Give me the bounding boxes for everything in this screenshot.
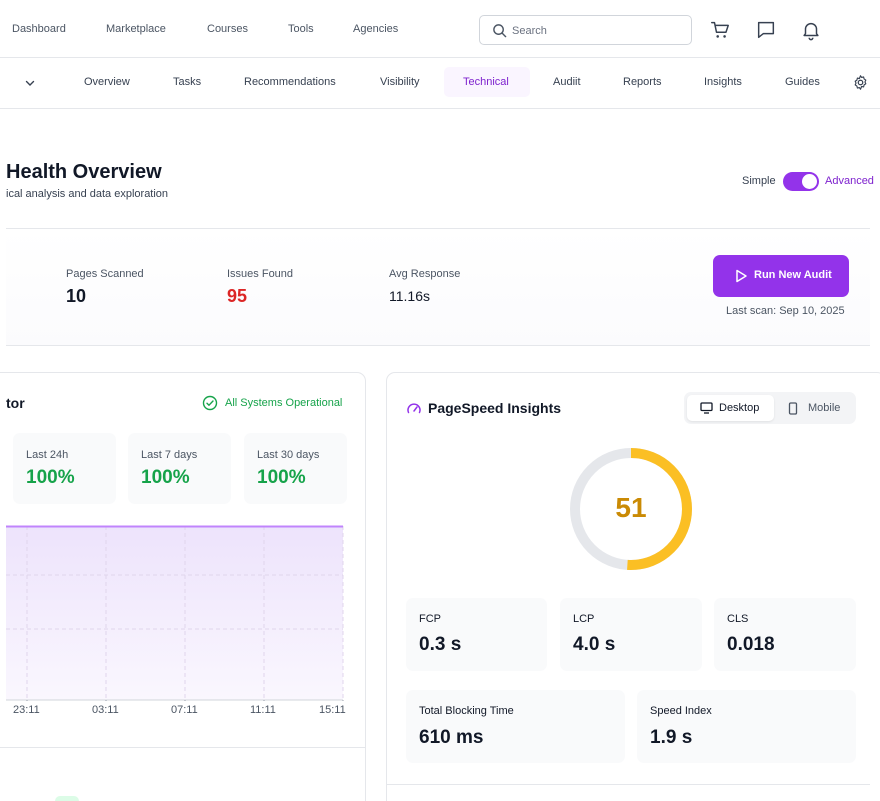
metric-total-blocking-time: Total Blocking Time 610 ms — [406, 690, 625, 763]
x-tick-label: 07:11 — [171, 704, 198, 716]
pages-scanned-value: 10 — [66, 286, 87, 306]
metric-cls: CLS 0.018 — [714, 598, 856, 671]
nav-link-tools[interactable]: Tools — [288, 23, 314, 35]
active-tab-highlight — [444, 67, 530, 97]
metric-label: Speed Index — [650, 705, 712, 717]
performance-score: 51 — [615, 492, 647, 523]
mobile-button[interactable]: Mobile — [776, 395, 854, 421]
metric-fcp: FCP 0.3 s — [406, 598, 547, 671]
tab-reports[interactable]: Reports — [623, 76, 662, 88]
monitor-icon — [700, 402, 713, 414]
check-circle-icon — [202, 395, 218, 411]
metric-value: 0.018 — [727, 634, 775, 655]
page-subtitle: ical analysis and data exploration — [6, 188, 169, 200]
metric-value: 4.0 s — [573, 634, 616, 655]
uptime-30d-label: Last 30 days — [257, 449, 320, 461]
run-new-audit-button[interactable]: Run New Audit — [713, 255, 849, 297]
phone-icon — [788, 402, 798, 415]
pages-scanned-label: Pages Scanned — [66, 268, 144, 280]
issues-found-value: 95 — [227, 286, 248, 306]
top-navigation: Dashboard Marketplace Courses Tools Agen… — [0, 0, 880, 58]
play-icon — [736, 269, 747, 283]
tab-visibility[interactable]: Visibility — [380, 76, 420, 88]
uptime-30d-card: Last 30 days 100% — [244, 433, 347, 504]
uptime-24h-value: 100% — [26, 467, 75, 488]
uptime-7d-label: Last 7 days — [141, 449, 198, 461]
tab-recommendations[interactable]: Recommendations — [244, 76, 336, 88]
tab-overview[interactable]: Overview — [84, 76, 130, 88]
page-title: Health Overview — [6, 161, 162, 183]
desktop-label: Desktop — [719, 402, 760, 414]
nav-link-agencies[interactable]: Agencies — [353, 23, 399, 35]
gauge-progress — [570, 448, 692, 570]
avg-response-label: Avg Response — [389, 268, 461, 280]
metric-speed-index: Speed Index 1.9 s — [637, 690, 856, 763]
mode-advanced-label: Advanced — [825, 175, 874, 187]
x-tick-label: 23:11 — [13, 704, 40, 716]
mobile-label: Mobile — [808, 402, 841, 414]
search-input[interactable] — [512, 22, 682, 39]
x-tick-label: 15:11 — [319, 704, 346, 716]
x-tick-label: 11:11 — [250, 704, 276, 716]
metric-value: 0.3 s — [419, 634, 462, 655]
tab-guides[interactable]: Guides — [785, 76, 820, 88]
chevron-down-icon[interactable] — [24, 77, 36, 89]
uptime-24h-label: Last 24h — [26, 449, 69, 461]
uptime-7d-value: 100% — [141, 467, 190, 488]
nav-link-dashboard[interactable]: Dashboard — [12, 23, 66, 35]
metric-value: 1.9 s — [650, 727, 693, 748]
x-tick-label: 03:11 — [92, 704, 119, 716]
uptime-7d-card: Last 7 days 100% — [128, 433, 231, 504]
last-scan-text: Last scan: Sep 10, 2025 — [726, 305, 845, 317]
tab-technical[interactable]: Technical — [463, 76, 509, 88]
avg-response-value: 11.16s — [389, 288, 430, 304]
metric-label: CLS — [727, 613, 749, 625]
uptime-monitor-title: tor — [6, 395, 25, 411]
metric-lcp: LCP 4.0 s — [560, 598, 702, 671]
metric-label: LCP — [573, 613, 595, 625]
device-switcher: Desktop Mobile — [684, 392, 856, 424]
search-icon — [493, 24, 507, 38]
score-gauge — [570, 448, 692, 570]
systems-status-text: All Systems Operational — [225, 397, 343, 409]
search-box — [479, 15, 692, 45]
mode-simple-label: Simple — [742, 175, 776, 187]
section-tabs: Overview Tasks Recommendations Visibilit… — [0, 58, 880, 109]
nav-link-marketplace[interactable]: Marketplace — [106, 23, 166, 35]
uptime-24h-card: Last 24h 100% — [13, 433, 116, 504]
mode-toggle[interactable] — [783, 172, 819, 191]
run-new-audit-label: Run New Audit — [754, 269, 832, 281]
divider — [386, 784, 870, 785]
metric-label: Total Blocking Time — [419, 705, 514, 717]
gear-icon[interactable] — [852, 74, 869, 91]
tab-tasks[interactable]: Tasks — [173, 76, 202, 88]
cart-icon[interactable] — [709, 19, 731, 41]
toggle-knob — [802, 174, 817, 189]
status-badge — [55, 796, 79, 801]
tab-audit[interactable]: Audiit — [553, 76, 581, 88]
divider — [0, 747, 366, 748]
pagespeed-title: PageSpeed Insights — [428, 400, 562, 416]
bell-icon[interactable] — [800, 19, 822, 41]
nav-link-courses[interactable]: Courses — [207, 23, 248, 35]
issues-found-label: Issues Found — [227, 268, 294, 280]
uptime-chart — [6, 525, 344, 701]
metric-value: 610 ms — [419, 727, 484, 748]
metric-label: FCP — [419, 613, 441, 625]
chat-icon[interactable] — [755, 19, 777, 41]
uptime-30d-value: 100% — [257, 467, 306, 488]
uptime-area — [6, 526, 343, 700]
tab-insights[interactable]: Insights — [704, 76, 742, 88]
gauge-icon — [407, 403, 421, 414]
desktop-button[interactable]: Desktop — [687, 395, 774, 421]
